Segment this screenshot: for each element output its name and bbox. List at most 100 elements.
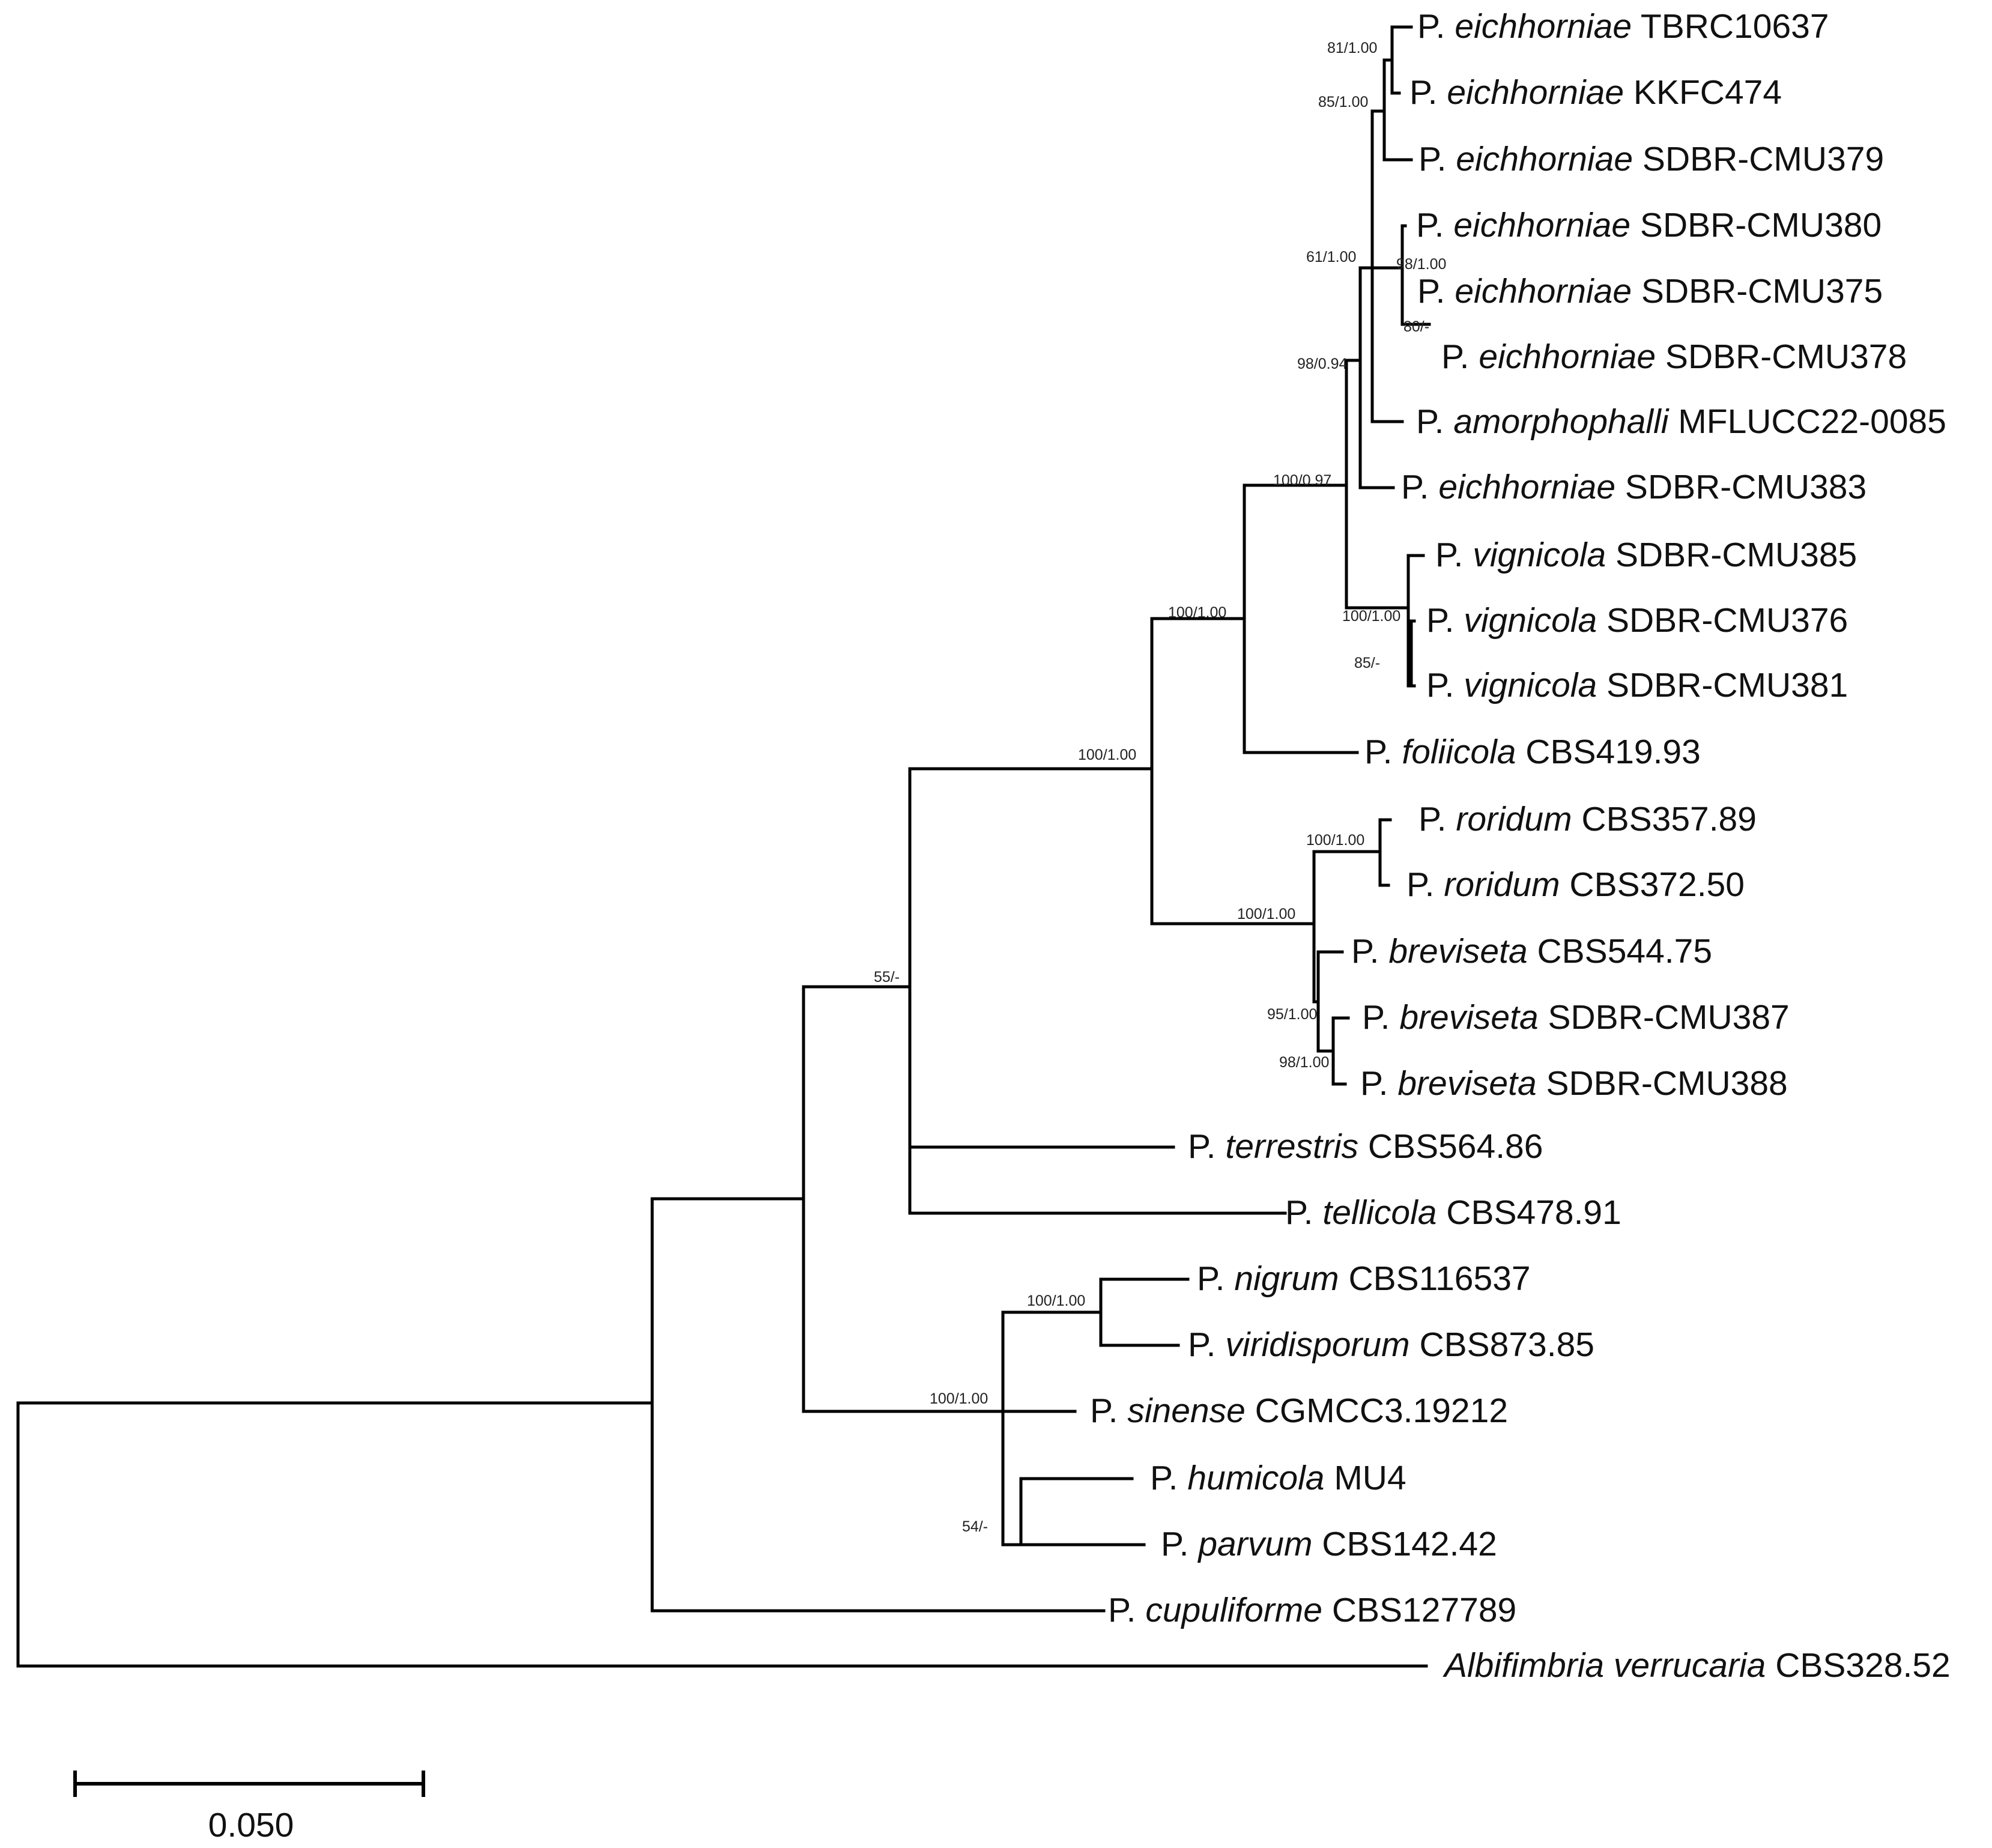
strain: CBS127789 [1332,1591,1516,1629]
tip-label-t4: P. eichhorniae SDBR-CMU380 [1416,206,1882,244]
tip-label-t19: P. tellicola CBS478.91 [1285,1193,1621,1232]
strain: CBS478.91 [1446,1193,1621,1232]
genus: P. [1161,1525,1189,1563]
support-label: 100/1.00 [1168,604,1226,621]
genus: P. [1197,1259,1225,1298]
species: roridum [1444,865,1560,904]
species: eichhorniae [1453,206,1630,244]
strain: CBS142.42 [1322,1525,1497,1563]
genus: P. [1150,1459,1178,1497]
species: tellicola [1322,1193,1436,1232]
strain: SDBR-CMU388 [1546,1064,1788,1103]
strain: SDBR-CMU387 [1548,998,1790,1037]
tip-label-t7: P. amorphophalli MFLUCC22-0085 [1416,402,1946,441]
support-label: 100/1.00 [1237,906,1295,922]
support-label: 85/- [1354,655,1380,671]
tip-label-t1: P. eichhorniae TBRC10637 [1417,7,1829,46]
branch-node-55 [908,767,1287,1215]
species: cupuliforme [1145,1591,1322,1629]
species: terrestris [1225,1127,1358,1166]
strain: KKFC474 [1633,73,1782,112]
genus: P. [1418,140,1447,178]
strain: MU4 [1334,1459,1406,1497]
branch-root [16,1401,1428,1668]
support-label: 61/1.00 [1306,249,1356,265]
strain: CBS544.75 [1537,932,1713,971]
tip-label-t10: P. vignicola SDBR-CMU376 [1426,601,1848,640]
strain: SDBR-CMU385 [1615,536,1857,574]
genus: P. [1441,338,1470,376]
strain: SDBR-CMU375 [1641,272,1883,311]
strain: CBS419.93 [1525,733,1701,771]
genus: P. [1188,1127,1216,1166]
branch-node-98-094 [1358,266,1389,489]
scale-bar-label: 0.050 [208,1806,294,1844]
genus: P. [1362,998,1390,1037]
species: vignicola [1464,601,1597,640]
tip-label-t16: P. breviseta SDBR-CMU387 [1362,998,1790,1037]
branch-node-54 [1019,1477,1146,1547]
branch-node-85 [1382,58,1407,162]
tip-label-t13: P. roridum CBS357.89 [1418,800,1757,838]
strain: TBRC10637 [1641,7,1829,46]
species: breviseta [1399,998,1538,1037]
genus: P. [1188,1325,1216,1364]
support-values: 81/1.00 85/1.00 98/1.00 80/- 61/1.00 98/… [874,40,1446,1535]
strain: SDBR-CMU379 [1642,140,1884,178]
species: sinense [1127,1392,1245,1430]
tip-labels: P. eichhorniae TBRC10637 P. eichhorniae … [1090,7,1951,1685]
strain: SDBR-CMU381 [1606,666,1848,704]
genus: P. [1364,733,1393,771]
strain: MFLUCC22-0085 [1678,402,1946,441]
tip-label-t18: P. terrestris CBS564.86 [1188,1127,1543,1166]
branch-node-vign [1406,554,1418,688]
support-label: 98/1.00 [1396,256,1446,273]
tip-label-t6: P. eichhorniae SDBR-CMU378 [1441,338,1907,376]
genus: Albifimbria [1443,1646,1604,1685]
genus: P. [1416,206,1444,244]
genus: P. [1351,932,1379,971]
species: vignicola [1464,666,1597,704]
species: eichhorniae [1455,272,1632,311]
support-label: 98/1.00 [1279,1054,1329,1071]
support-label: 80/- [1403,318,1429,335]
species: humicola [1187,1459,1324,1497]
support-label: 100/1.00 [1027,1292,1085,1309]
support-label: 85/1.00 [1318,94,1368,111]
strain: SDBR-CMU376 [1606,601,1848,640]
tip-label-t20: P. nigrum CBS116537 [1197,1259,1531,1298]
support-label: 98/0.94 [1297,356,1348,372]
genus: P. [1360,1064,1388,1103]
support-label: 81/1.00 [1327,40,1377,56]
tip-label-t26: Albifimbria verrucaria CBS328.52 [1443,1646,1951,1685]
tip-label-t21: P. viridisporum CBS873.85 [1188,1325,1594,1364]
species: vignicola [1473,536,1606,574]
strain: CBS328.52 [1775,1646,1951,1685]
genus: P. [1406,865,1435,904]
branch-node-nv [1099,1277,1190,1347]
branch-node-rb [1312,850,1382,1004]
support-label: 100/1.00 [1078,747,1136,763]
branch-node-81 [1390,25,1404,95]
genus: P. [1435,536,1464,574]
strain: SDBR-CMU378 [1665,338,1907,376]
strain: CGMCC3.19212 [1255,1392,1508,1430]
strain: SDBR-CMU380 [1640,206,1882,244]
tip-label-t5: P. eichhorniae SDBR-CMU375 [1417,272,1883,311]
genus: P. [1416,402,1444,441]
tip-label-t3: P. eichhorniae SDBR-CMU379 [1418,140,1884,178]
genus: P. [1418,800,1447,838]
tip-label-t17: P. breviseta SDBR-CMU388 [1360,1064,1788,1103]
species: verrucaria [1614,1646,1766,1685]
scale-bar: 0.050 [73,1771,425,1844]
species: eichhorniae [1456,140,1633,178]
branch-node-61 [1370,109,1404,423]
tip-label-t23: P. humicola MU4 [1150,1459,1406,1497]
genus: P. [1090,1392,1118,1430]
support-label: 100/1.00 [1342,608,1400,625]
genus: P. [1426,666,1455,704]
branch-node-100-097 [1345,359,1410,610]
branch-node-95 [1316,950,1338,1053]
species: breviseta [1388,932,1527,971]
